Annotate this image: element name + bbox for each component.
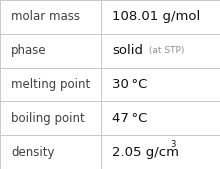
Text: melting point: melting point (11, 78, 90, 91)
Text: solid: solid (112, 44, 143, 57)
Text: phase: phase (11, 44, 47, 57)
Text: molar mass: molar mass (11, 10, 80, 23)
Text: (at STP): (at STP) (146, 46, 185, 55)
Text: 47 °C: 47 °C (112, 112, 148, 125)
Text: 2.05 g/cm: 2.05 g/cm (112, 146, 179, 159)
Text: 30 °C: 30 °C (112, 78, 148, 91)
Text: boiling point: boiling point (11, 112, 85, 125)
Text: 108.01 g/mol: 108.01 g/mol (112, 10, 200, 23)
Text: density: density (11, 146, 55, 159)
Text: 3: 3 (170, 140, 176, 149)
